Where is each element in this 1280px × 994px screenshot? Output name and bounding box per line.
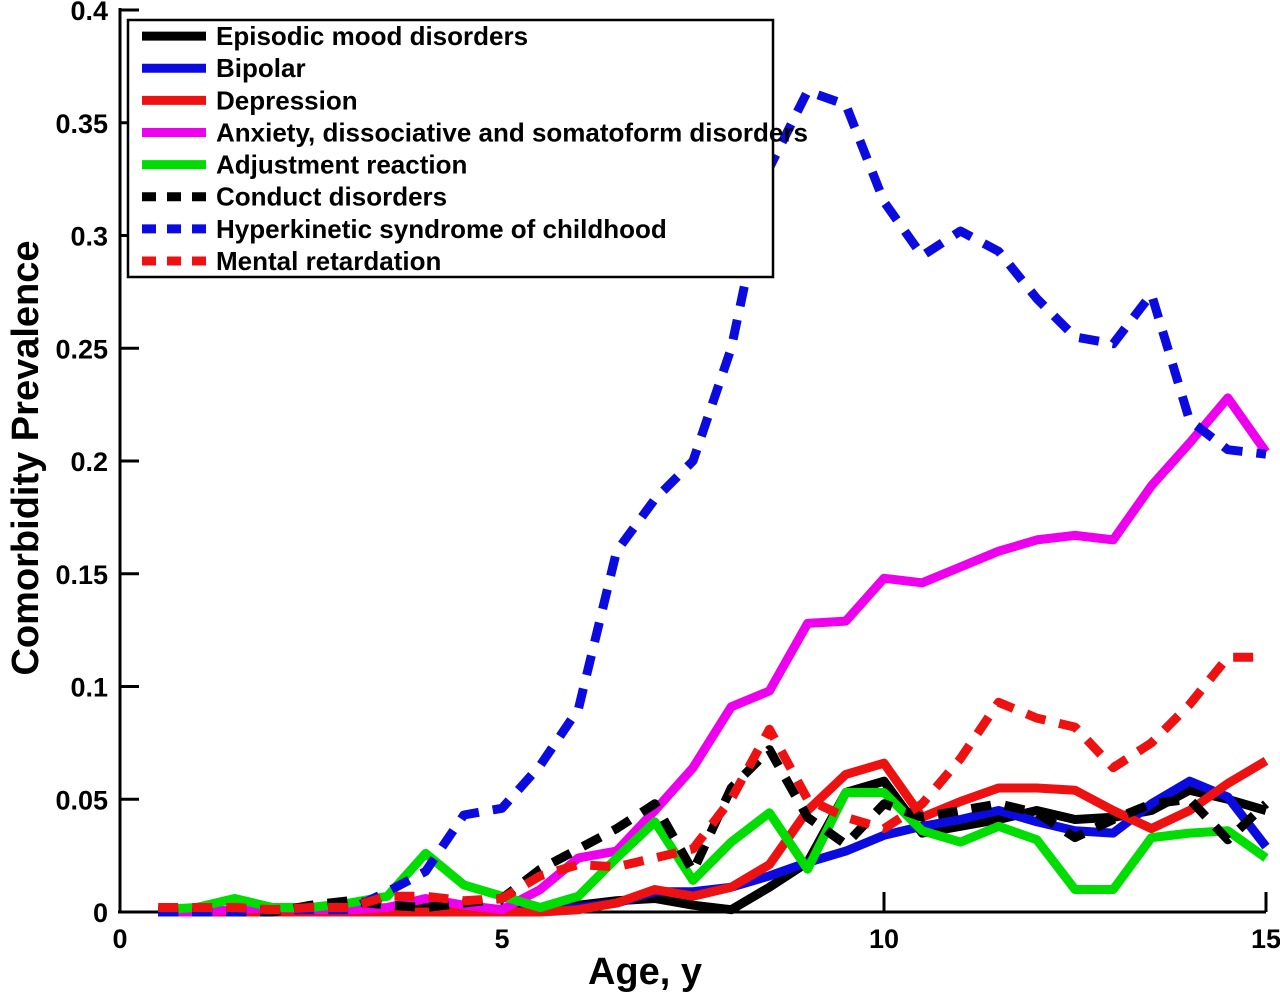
legend-item-bipolar: Bipolar [142, 53, 306, 83]
legend: Episodic mood disordersBipolarDepression… [126, 18, 808, 279]
legend-label: Conduct disorders [216, 182, 447, 212]
y-tick-label: 0 [93, 898, 108, 928]
y-tick-label: 0.35 [55, 109, 108, 139]
x-tick-label: 0 [112, 924, 127, 954]
y-tick-label: 0.15 [55, 560, 108, 590]
legend-item-episodic-mood-disorders: Episodic mood disorders [142, 21, 528, 51]
legend-item-anxiety-dissociative-and-somatoform-disorders: Anxiety, dissociative and somatoform dis… [142, 117, 808, 147]
legend-label: Hyperkinetic syndrome of childhood [216, 214, 667, 244]
legend-label: Anxiety, dissociative and somatoform dis… [216, 117, 808, 147]
legend-label: Depression [216, 85, 358, 115]
x-tick-label: 15 [1251, 924, 1280, 954]
y-axis-title: Comorbidity Prevalence [5, 240, 47, 675]
legend-label: Episodic mood disorders [216, 21, 528, 51]
x-tick-label: 10 [869, 924, 899, 954]
y-tick-label: 0.1 [70, 673, 108, 703]
legend-item-conduct-disorders: Conduct disorders [142, 182, 447, 212]
legend-item-mental-retardation: Mental retardation [142, 246, 441, 276]
series-lines [157, 86, 1270, 917]
legend-box [126, 18, 775, 279]
y-tick-label: 0.2 [70, 447, 108, 477]
tick-labels: 0 0.05 0.1 0.15 0.2 0.25 0.3 0.35 0.4 0 5 10 15 [55, 0, 1280, 954]
x-tick-label: 5 [494, 924, 509, 954]
legend-label: Adjustment reaction [216, 150, 467, 180]
y-tick-label: 0.05 [55, 785, 108, 815]
y-tick-label: 0.25 [55, 334, 108, 364]
y-tick-label: 0.3 [70, 222, 108, 252]
series-line-mental-retardation [158, 652, 1266, 915]
legend-item-hyperkinetic-syndrome-of-childhood: Hyperkinetic syndrome of childhood [142, 214, 667, 244]
x-axis-title: Age, y [588, 951, 702, 993]
legend-label: Mental retardation [216, 246, 441, 276]
y-tick-label: 0.4 [70, 0, 108, 26]
series-line-conduct-disorders [158, 745, 1270, 917]
legend-item-adjustment-reaction: Adjustment reaction [142, 150, 467, 180]
legend-label: Bipolar [216, 53, 306, 83]
legend-item-depression: Depression [142, 85, 358, 115]
